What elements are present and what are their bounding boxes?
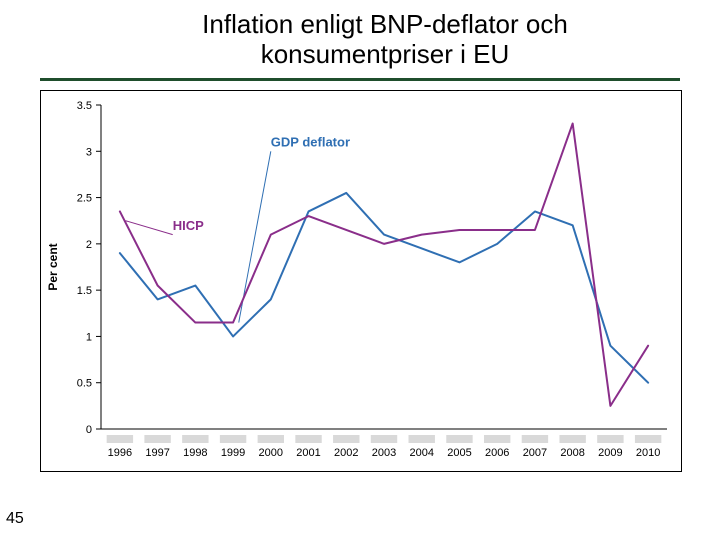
svg-text:2.5: 2.5	[77, 193, 92, 205]
svg-text:2: 2	[86, 239, 92, 251]
page-number: 45	[6, 510, 24, 528]
slide: Inflation enligt BNP-deflator och konsum…	[0, 0, 720, 540]
svg-text:3: 3	[86, 146, 92, 158]
title-underline	[40, 78, 680, 81]
chart-container: 0 0.5 1 1.5 2 2.5 3 3.5 Per cent 1996 1997 1998 1999…	[40, 90, 682, 472]
svg-text:1998: 1998	[183, 447, 207, 459]
title-line-2: konsumentpriser i EU	[261, 39, 510, 69]
svg-text:1996: 1996	[108, 447, 132, 459]
svg-text:1: 1	[86, 331, 92, 343]
svg-text:2006: 2006	[485, 447, 509, 459]
svg-text:2000: 2000	[259, 447, 283, 459]
svg-text:0.5: 0.5	[77, 378, 92, 390]
svg-text:2005: 2005	[447, 447, 471, 459]
svg-text:0: 0	[86, 424, 92, 436]
svg-text:Per cent: Per cent	[46, 243, 60, 290]
svg-text:GDP deflator: GDP deflator	[271, 135, 350, 150]
svg-text:1999: 1999	[221, 447, 245, 459]
svg-text:2009: 2009	[598, 447, 622, 459]
svg-text:1.5: 1.5	[77, 285, 92, 297]
title-line-1: Inflation enligt BNP-deflator och	[202, 9, 568, 39]
inflation-line-chart: 0 0.5 1 1.5 2 2.5 3 3.5 Per cent 1996 1997 1998 1999…	[41, 91, 681, 471]
svg-text:2003: 2003	[372, 447, 396, 459]
svg-text:2004: 2004	[409, 447, 433, 459]
svg-text:2008: 2008	[560, 447, 584, 459]
svg-text:HICP: HICP	[173, 218, 204, 233]
svg-text:2001: 2001	[296, 447, 320, 459]
svg-text:3.5: 3.5	[77, 100, 92, 112]
svg-text:2002: 2002	[334, 447, 358, 459]
svg-text:2010: 2010	[636, 447, 660, 459]
slide-title: Inflation enligt BNP-deflator och konsum…	[110, 10, 660, 70]
svg-text:2007: 2007	[523, 447, 547, 459]
svg-text:1997: 1997	[145, 447, 169, 459]
